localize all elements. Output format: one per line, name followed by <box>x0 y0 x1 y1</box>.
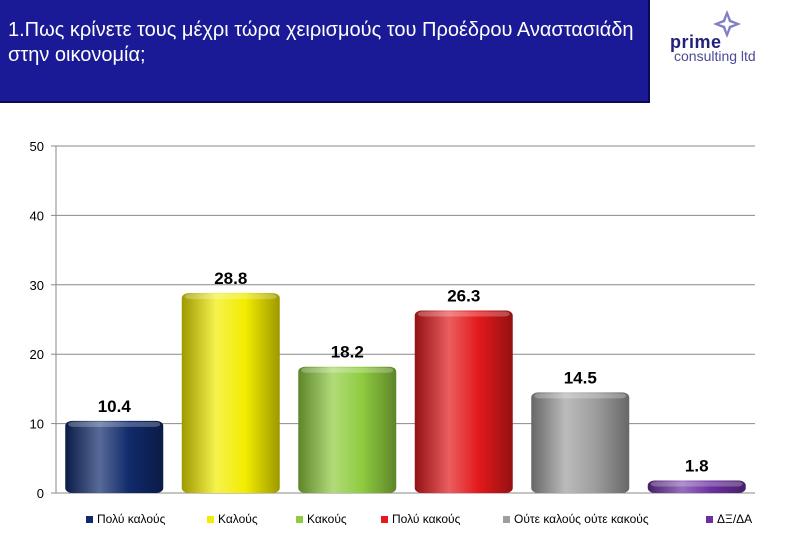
company-logo: prime consulting ltd <box>668 8 793 68</box>
legend-item: ΔΞ/ΔΑ <box>706 512 752 526</box>
legend-label: Κακούς <box>307 512 347 526</box>
bar <box>181 293 280 493</box>
title-band: 1.Πως κρίνετε τους μέχρι τώρα χειρισμούς… <box>0 0 650 103</box>
legend-item: Ούτε καλούς ούτε κακούς <box>503 512 649 526</box>
data-label: 10.4 <box>98 397 132 416</box>
y-tick-label: 20 <box>30 347 44 362</box>
data-label: 18.2 <box>331 343 364 362</box>
bar-highlight <box>301 367 394 373</box>
logo-word-consulting: consulting ltd <box>674 48 756 64</box>
legend-label: Πολύ καλούς <box>97 512 166 526</box>
legend-swatch <box>296 515 303 523</box>
chart-legend: Πολύ καλούς Καλούς Κακούς Πολύ κακούς Ούτε κ… <box>0 512 800 532</box>
legend-item: Καλούς <box>207 512 258 526</box>
legend-swatch <box>207 515 214 523</box>
legend-item: Πολύ καλούς <box>86 512 165 526</box>
bar-highlight <box>650 481 743 487</box>
legend-label: Ούτε καλούς ούτε κακούς <box>514 512 649 526</box>
bar <box>414 310 513 493</box>
y-tick-label: 30 <box>30 278 44 293</box>
legend-item: Κακούς <box>296 512 347 526</box>
legend-swatch <box>503 515 510 523</box>
bar-highlight <box>184 294 277 300</box>
y-tick-label: 0 <box>37 486 44 501</box>
data-label: 28.8 <box>214 269 247 288</box>
y-tick-label: 10 <box>30 417 44 432</box>
legend-swatch <box>86 515 93 523</box>
logo-mark-icon <box>713 10 741 38</box>
bar <box>647 480 746 493</box>
bar-highlight <box>68 421 161 427</box>
legend-label: ΔΞ/ΔΑ <box>717 512 753 526</box>
data-label: 26.3 <box>447 286 480 305</box>
bar <box>65 420 164 493</box>
bar <box>298 366 397 493</box>
data-label: 14.5 <box>564 368 597 387</box>
y-tick-label: 40 <box>30 208 44 223</box>
bar <box>531 392 630 493</box>
legend-item: Πολύ κακούς <box>381 512 460 526</box>
logo-word-prime: prime <box>670 32 722 52</box>
legend-label: Καλούς <box>218 512 258 526</box>
bar-highlight <box>417 311 510 317</box>
legend-swatch <box>381 515 388 523</box>
page-title: 1.Πως κρίνετε τους μέχρι τώρα χειρισμούς… <box>8 19 634 66</box>
legend-label: Πολύ κακούς <box>392 512 461 526</box>
data-label: 1.8 <box>685 457 709 476</box>
bar-chart: 0 10 20 30 40 50 10.4 28.8 18.2 26.3 14.5 1.8 <box>30 139 755 501</box>
y-tick-label: 50 <box>30 139 44 154</box>
legend-swatch <box>706 515 713 523</box>
bar-highlight <box>534 393 627 399</box>
